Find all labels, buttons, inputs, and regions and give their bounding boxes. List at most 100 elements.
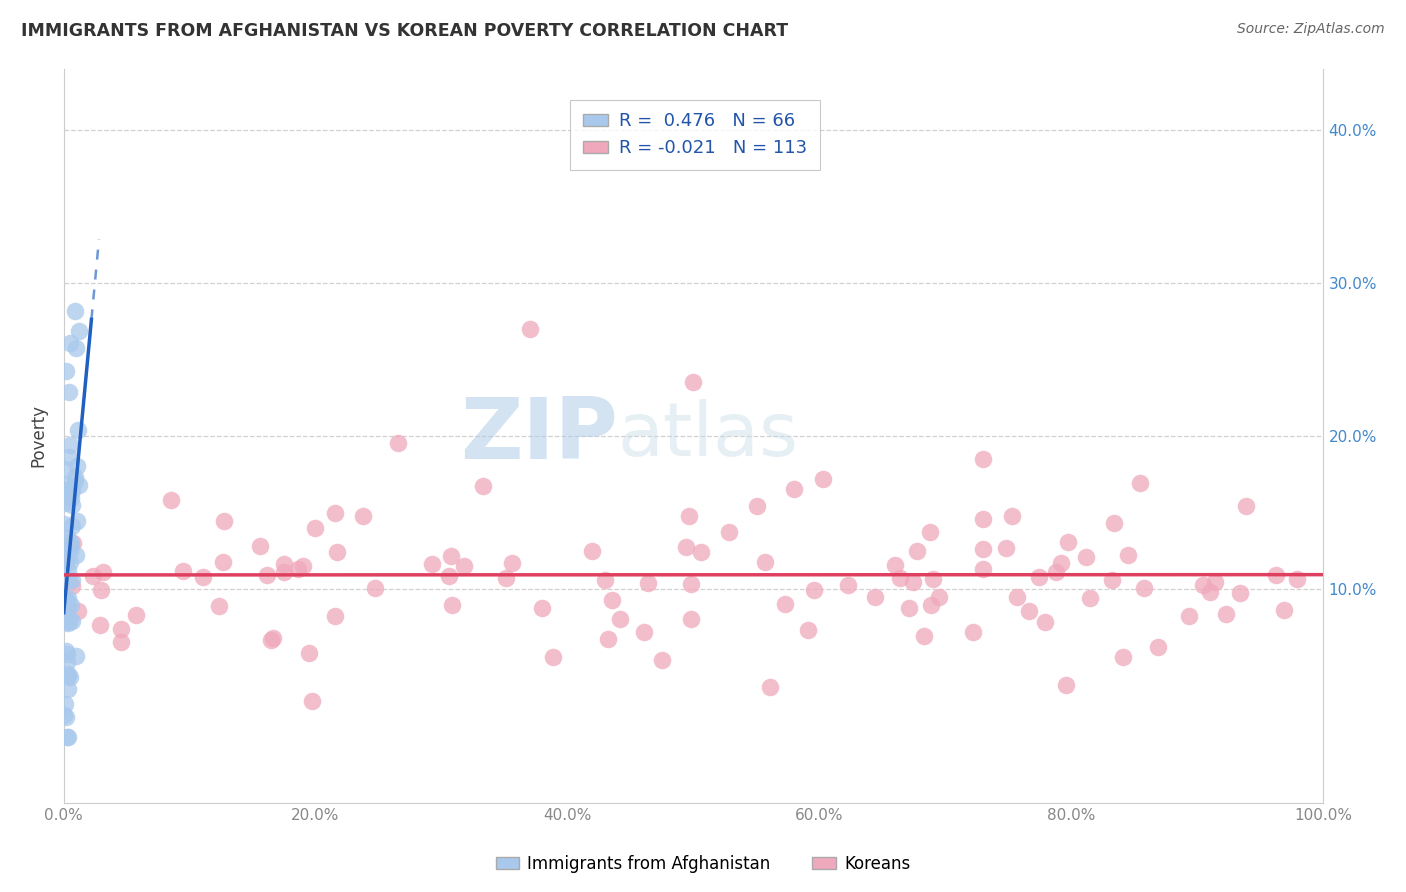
Point	[58, 574, 80, 588]
Point	[297, 646, 319, 660]
Point	[1076, 549, 1098, 564]
Point	[60, 483, 83, 498]
Point	[364, 581, 387, 595]
Point	[813, 472, 835, 486]
Text: ZIP: ZIP	[460, 394, 617, 477]
Point	[110, 622, 132, 636]
Point	[865, 591, 887, 605]
Point	[637, 575, 659, 590]
Point	[323, 506, 346, 520]
Point	[66, 514, 89, 528]
Point	[65, 470, 87, 484]
Point	[287, 562, 309, 576]
Point	[53, 591, 76, 605]
Point	[67, 478, 90, 492]
Point	[249, 539, 271, 553]
Point	[59, 491, 82, 506]
Point	[56, 532, 79, 546]
Point	[59, 544, 82, 558]
Point	[60, 481, 83, 495]
Point	[56, 730, 79, 744]
Point	[1272, 603, 1295, 617]
Point	[1001, 509, 1024, 524]
Point	[60, 614, 83, 628]
Point	[1101, 573, 1123, 587]
Point	[301, 694, 323, 708]
Point	[325, 544, 347, 558]
Point	[682, 375, 704, 389]
Point	[56, 666, 79, 681]
Point	[55, 605, 77, 619]
Point	[1005, 590, 1028, 604]
Point	[1129, 475, 1152, 490]
Point	[56, 730, 79, 744]
Point	[55, 476, 77, 491]
Point	[581, 543, 603, 558]
Point	[1285, 572, 1308, 586]
Point	[53, 462, 76, 476]
Point	[56, 594, 79, 608]
Point	[59, 438, 82, 452]
Point	[773, 598, 796, 612]
Point	[58, 450, 80, 465]
Point	[55, 364, 77, 378]
Point	[52, 483, 75, 498]
Text: atlas: atlas	[617, 400, 799, 472]
Point	[928, 590, 950, 604]
Text: IMMIGRANTS FROM AFGHANISTAN VS KOREAN POVERTY CORRELATION CHART: IMMIGRANTS FROM AFGHANISTAN VS KOREAN PO…	[21, 22, 789, 40]
Point	[681, 612, 703, 626]
Point	[920, 525, 942, 540]
Point	[1018, 604, 1040, 618]
Point	[260, 632, 283, 647]
Point	[1229, 586, 1251, 600]
Point	[55, 544, 77, 558]
Point	[89, 617, 111, 632]
Point	[56, 591, 79, 605]
Point	[1264, 568, 1286, 582]
Point	[1080, 591, 1102, 605]
Point	[441, 599, 464, 613]
Point	[387, 436, 409, 450]
Point	[898, 601, 921, 615]
Point	[304, 521, 326, 535]
Legend: Immigrants from Afghanistan, Koreans: Immigrants from Afghanistan, Koreans	[489, 848, 917, 880]
Point	[675, 540, 697, 554]
Point	[972, 562, 994, 576]
Point	[56, 595, 79, 609]
Point	[65, 548, 87, 562]
Point	[754, 555, 776, 569]
Point	[889, 571, 911, 585]
Point	[63, 304, 86, 318]
Point	[55, 709, 77, 723]
Point	[56, 681, 79, 696]
Point	[172, 564, 194, 578]
Point	[56, 647, 79, 661]
Point	[59, 555, 82, 569]
Point	[55, 535, 77, 549]
Point	[1057, 535, 1080, 549]
Point	[59, 535, 82, 549]
Point	[208, 599, 231, 613]
Point	[53, 516, 76, 531]
Point	[1204, 574, 1226, 589]
Point	[972, 451, 994, 466]
Point	[531, 600, 554, 615]
Point	[82, 569, 104, 583]
Point	[718, 524, 741, 539]
Point	[1104, 516, 1126, 530]
Point	[60, 518, 83, 533]
Point	[1146, 640, 1168, 655]
Point	[273, 558, 295, 572]
Point	[67, 423, 90, 437]
Point	[353, 508, 375, 523]
Point	[66, 458, 89, 473]
Point	[593, 573, 616, 587]
Point	[678, 509, 700, 524]
Point	[110, 635, 132, 649]
Point	[262, 631, 284, 645]
Point	[59, 670, 82, 684]
Point	[1049, 556, 1071, 570]
Point	[53, 496, 76, 510]
Point	[56, 655, 79, 669]
Point	[67, 324, 90, 338]
